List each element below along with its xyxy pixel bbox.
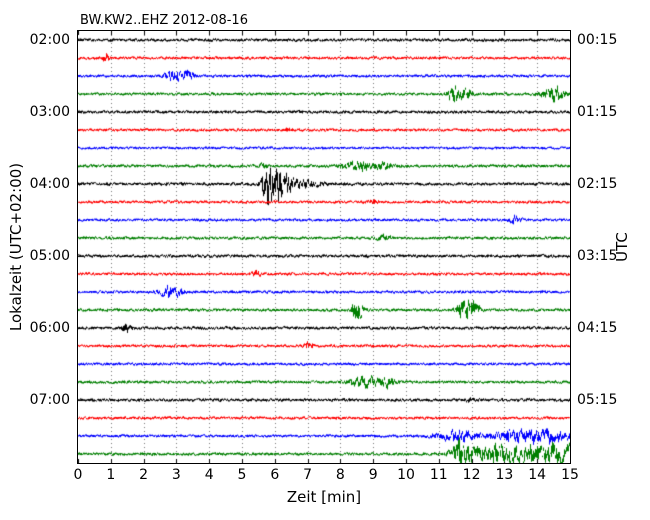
x-tick-label: 13 (495, 467, 514, 483)
utc-time-tick-label: 05:15 (577, 392, 618, 408)
x-tick-label: 2 (139, 467, 149, 483)
utc-time-tick-label: 04:15 (577, 320, 618, 336)
x-tick-label: 11 (429, 467, 448, 483)
utc-time-tick-label: 00:15 (577, 32, 618, 48)
x-tick-label: 8 (335, 467, 345, 483)
x-axis-label: Zeit [min] (286, 488, 362, 506)
plot-title: BW.KW2..EHZ 2012-08-16 (80, 13, 248, 28)
x-tick-label: 15 (561, 467, 579, 483)
local-time-tick-label: 06:00 (29, 320, 70, 336)
x-tick-label: 6 (270, 467, 280, 483)
local-time-tick-label: 02:00 (29, 32, 70, 48)
local-time-tick-label: 04:00 (29, 176, 70, 192)
utc-time-tick-label: 01:15 (577, 104, 618, 120)
x-tick-label: 12 (462, 467, 481, 483)
x-tick-label: 1 (106, 467, 116, 483)
x-tick-label: 10 (397, 467, 415, 483)
seismogram-canvas (78, 31, 570, 463)
x-tick-label: 14 (528, 467, 547, 483)
x-tick-label: 9 (368, 467, 378, 483)
local-time-tick-label: 07:00 (29, 392, 70, 408)
x-tick-label: 0 (73, 467, 83, 483)
utc-time-tick-label: 03:15 (577, 248, 618, 264)
x-tick-label: 5 (237, 467, 247, 483)
local-time-tick-label: 03:00 (29, 104, 70, 120)
x-tick-label: 3 (171, 467, 181, 483)
plot-area (77, 30, 571, 464)
x-tick-label: 4 (204, 467, 214, 483)
x-tick-label: 7 (303, 467, 313, 483)
local-time-tick-label: 05:00 (29, 248, 70, 264)
utc-time-tick-label: 02:15 (577, 176, 618, 192)
